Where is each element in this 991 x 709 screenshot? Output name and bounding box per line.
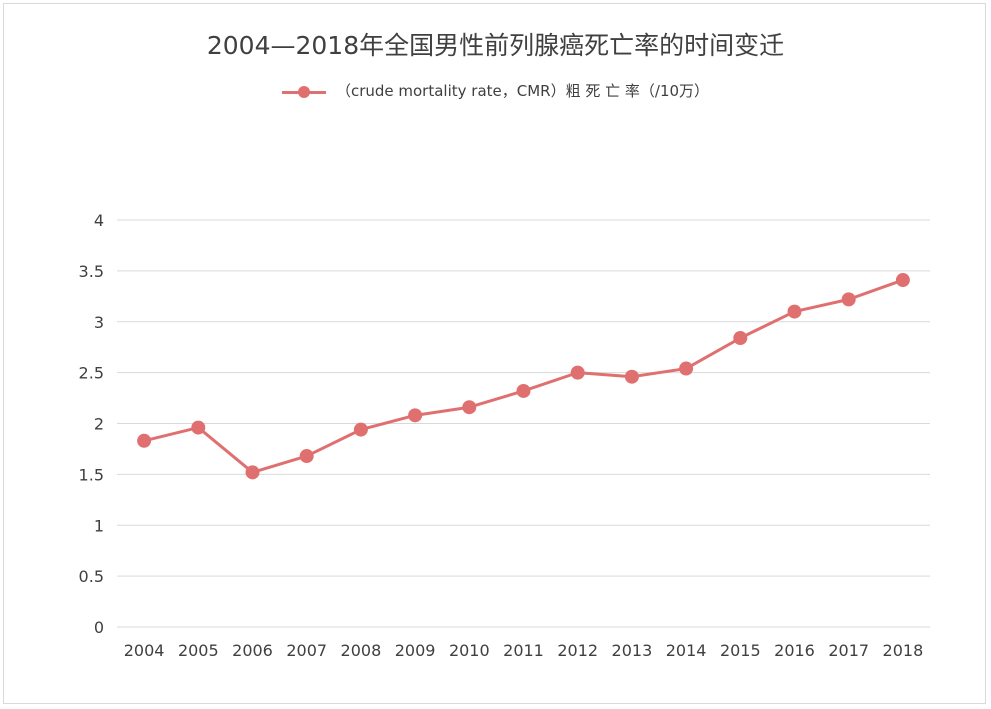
data-point bbox=[624, 369, 639, 384]
data-point bbox=[353, 422, 368, 437]
x-tick-label: 2008 bbox=[341, 641, 382, 660]
y-tick-label: 2 bbox=[94, 415, 104, 434]
data-point bbox=[679, 361, 694, 376]
data-point bbox=[245, 465, 260, 480]
x-tick-label: 2005 bbox=[178, 641, 219, 660]
y-tick-label: 1 bbox=[94, 516, 104, 535]
x-tick-label: 2018 bbox=[883, 641, 924, 660]
data-point bbox=[733, 331, 748, 346]
x-tick-label: 2017 bbox=[828, 641, 869, 660]
chart-title: 2004—2018年全国男性前列腺癌死亡率的时间变迁 bbox=[206, 31, 785, 60]
x-tick-label: 2006 bbox=[232, 641, 273, 660]
y-tick-label: 4 bbox=[94, 211, 104, 230]
x-tick-label: 2016 bbox=[774, 641, 815, 660]
data-point bbox=[408, 408, 423, 423]
y-tick-label: 3 bbox=[94, 313, 104, 332]
data-point bbox=[137, 433, 152, 448]
data-point bbox=[570, 365, 585, 380]
data-point bbox=[516, 383, 531, 398]
y-tick-label: 1.5 bbox=[79, 465, 104, 484]
y-tick-label: 0.5 bbox=[79, 567, 104, 586]
x-tick-label: 2012 bbox=[557, 641, 598, 660]
y-tick-label: 0 bbox=[94, 618, 104, 637]
x-tick-label: 2015 bbox=[720, 641, 761, 660]
data-point bbox=[462, 400, 477, 415]
x-tick-label: 2010 bbox=[449, 641, 490, 660]
legend-line-marker-icon bbox=[281, 85, 326, 99]
data-point bbox=[895, 273, 910, 288]
chart-frame: 2004—2018年全国男性前列腺癌死亡率的时间变迁 （crude mortal… bbox=[3, 3, 986, 704]
legend-series-label: （crude mortality rate，CMR）粗 死 亡 率（/10万） bbox=[335, 82, 710, 100]
data-point bbox=[299, 449, 314, 464]
x-tick-label: 2011 bbox=[503, 641, 544, 660]
x-tick-label: 2009 bbox=[395, 641, 436, 660]
data-point bbox=[787, 304, 802, 319]
y-tick-label: 3.5 bbox=[79, 262, 104, 281]
y-tick-label: 2.5 bbox=[79, 364, 104, 383]
data-point bbox=[191, 420, 206, 435]
x-tick-label: 2007 bbox=[286, 641, 327, 660]
data-point bbox=[841, 292, 856, 307]
x-tick-label: 2013 bbox=[612, 641, 653, 660]
chart-legend: （crude mortality rate，CMR）粗 死 亡 率（/10万） bbox=[4, 80, 987, 101]
x-tick-label: 2004 bbox=[124, 641, 165, 660]
x-tick-label: 2014 bbox=[666, 641, 707, 660]
